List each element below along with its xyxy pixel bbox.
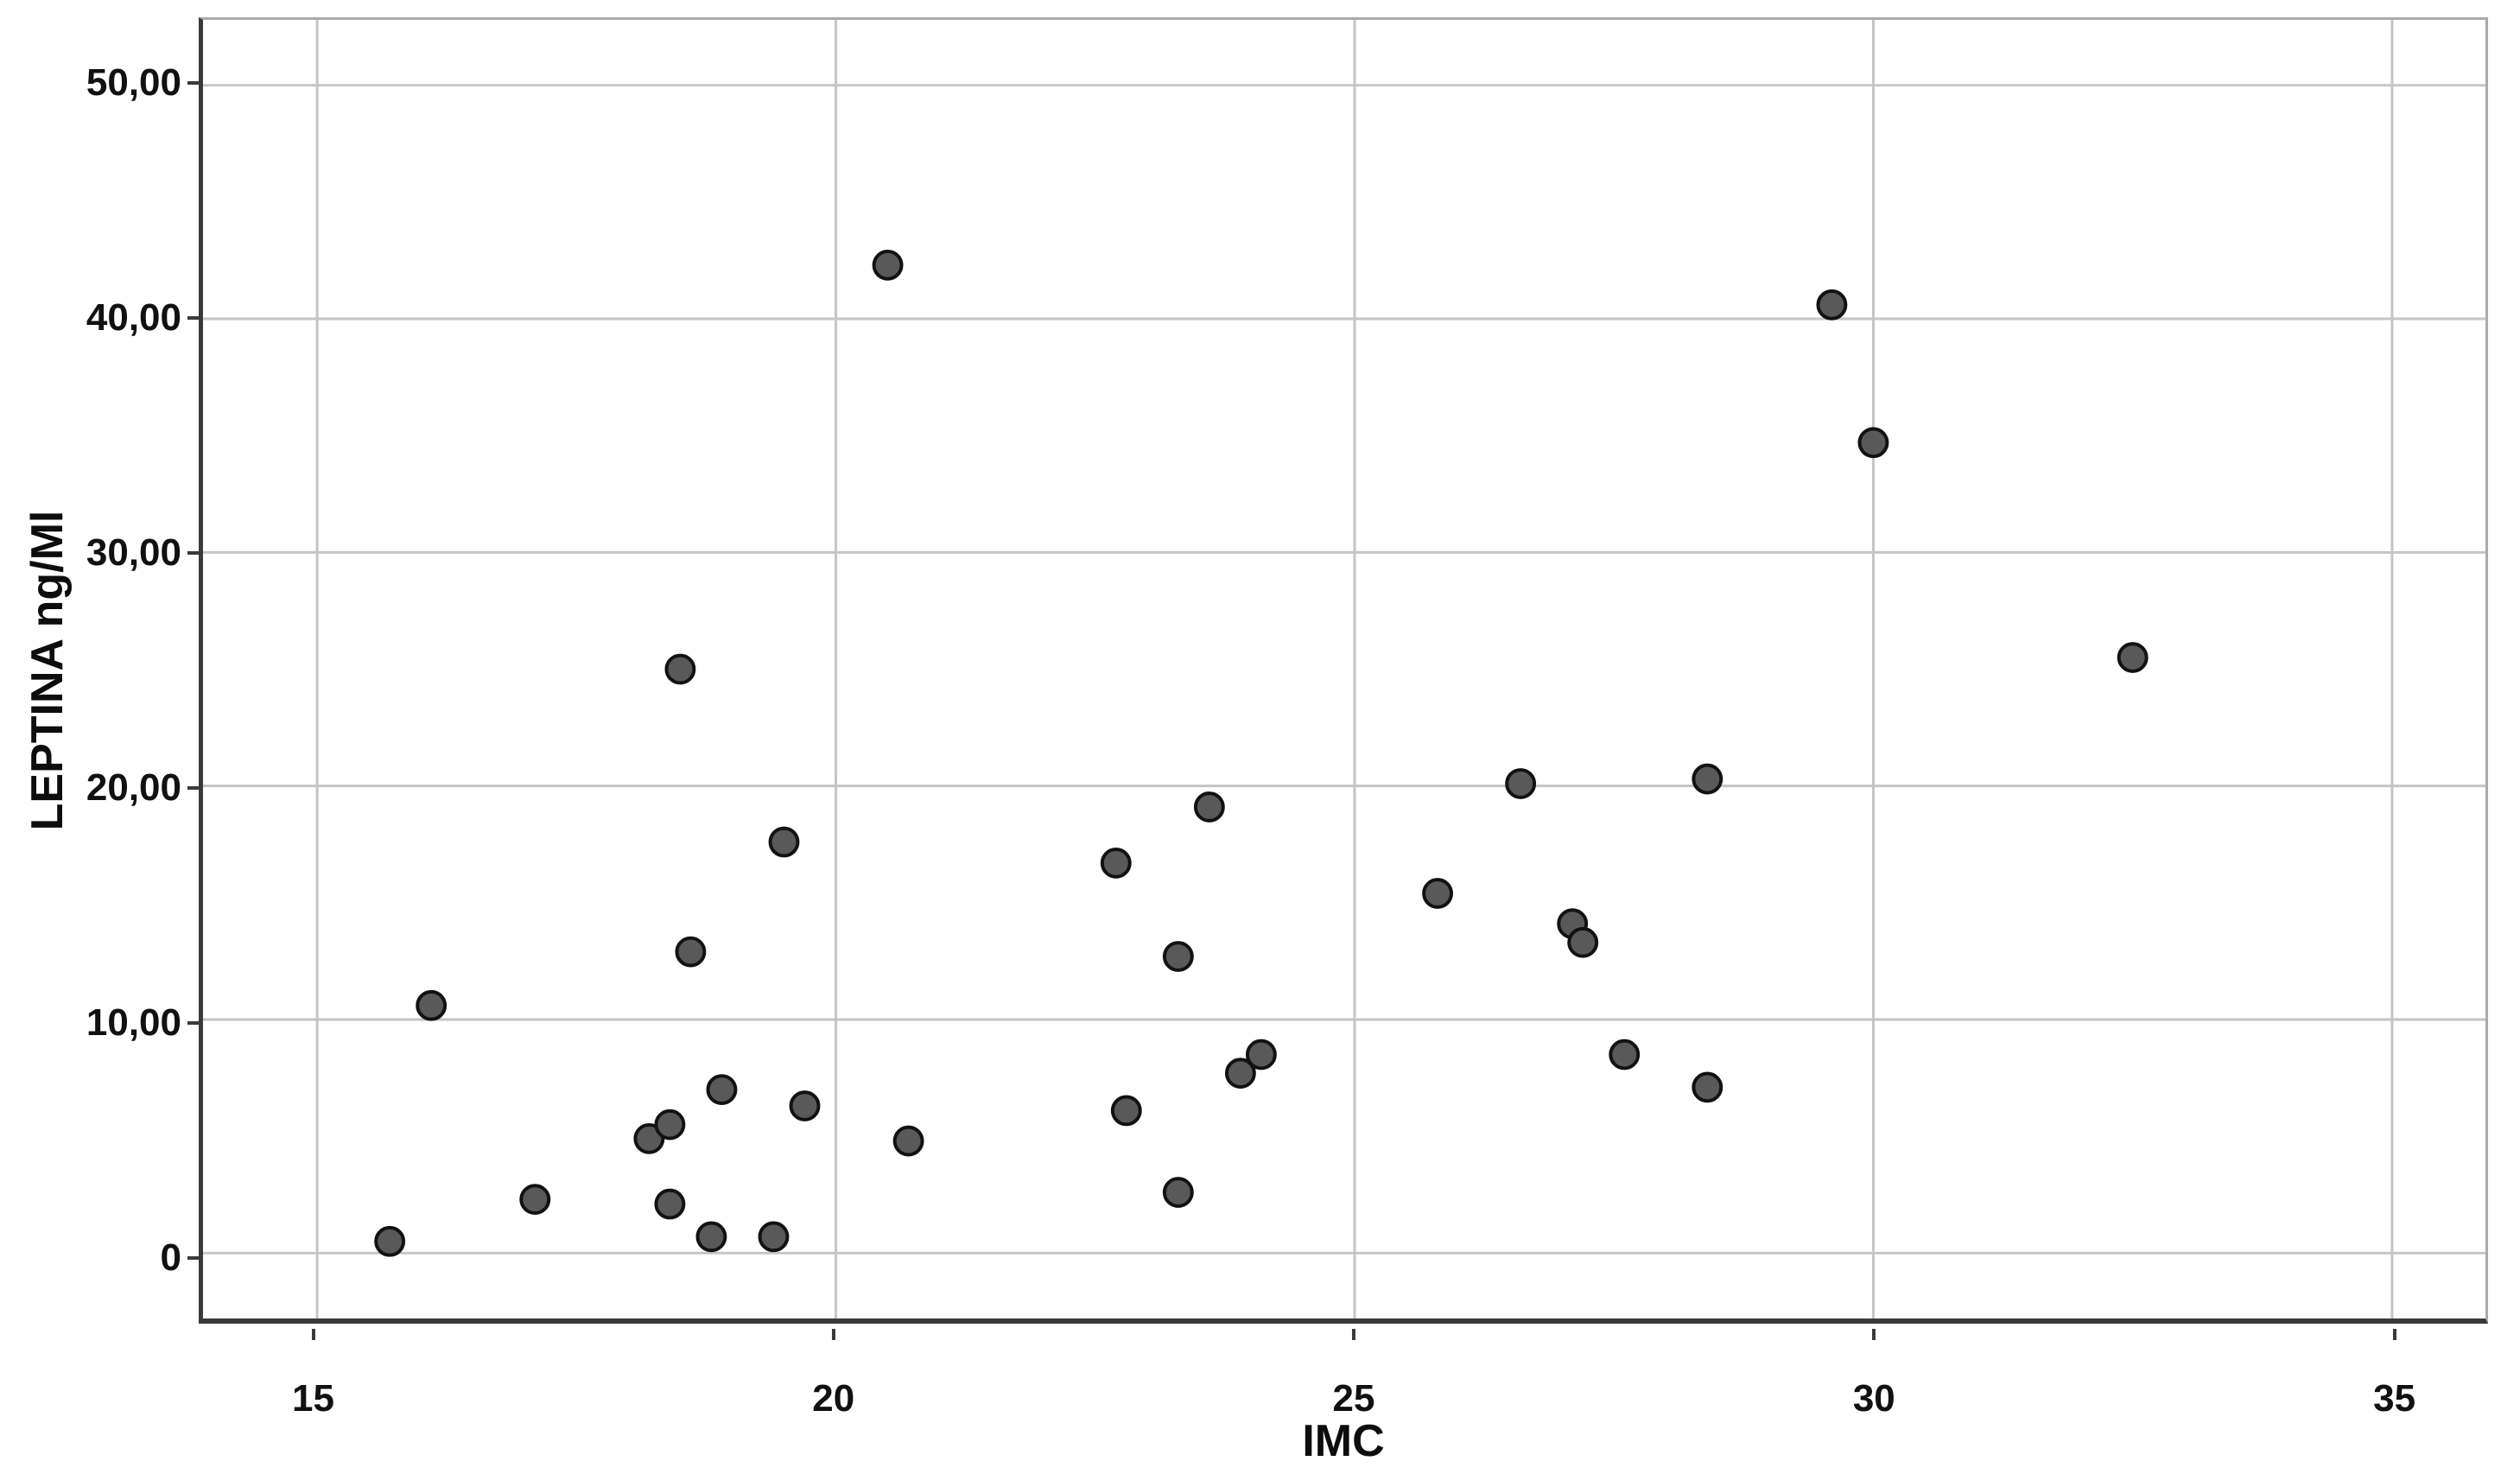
data-point (758, 1221, 790, 1253)
data-point (1245, 1039, 1277, 1071)
data-point (892, 1125, 924, 1157)
x-axis-title: IMC (1302, 1416, 1385, 1466)
data-point (654, 1188, 686, 1220)
y-axis-title: LEPTINA ng/Ml (22, 510, 73, 831)
y-tick-mark (187, 81, 199, 86)
data-point (1422, 878, 1454, 909)
x-tick-mark (311, 1329, 315, 1340)
y-tick-mark (187, 1020, 199, 1025)
data-point (1193, 791, 1225, 823)
y-tick-label: 50,00 (86, 61, 181, 105)
data-point (664, 653, 696, 685)
data-point (519, 1184, 551, 1216)
x-tick-label: 25 (1332, 1377, 1375, 1420)
x-tick-mark (2392, 1329, 2396, 1340)
x-tick-label: 15 (292, 1377, 334, 1420)
data-point (1692, 763, 1723, 795)
data-point (1505, 768, 1537, 799)
data-point (706, 1074, 738, 1105)
data-point (2117, 642, 2149, 673)
y-tick-label: 20,00 (86, 766, 181, 809)
scatter-canvas (203, 20, 2485, 1318)
data-point (768, 826, 800, 858)
y-tick-mark (187, 1255, 199, 1260)
data-point (1857, 427, 1889, 459)
data-point (1162, 1177, 1194, 1208)
data-point (1110, 1095, 1142, 1127)
y-tick-mark (187, 785, 199, 790)
data-point (1162, 941, 1194, 972)
data-point (654, 1109, 686, 1140)
data-point (695, 1221, 727, 1253)
x-tick-mark (831, 1329, 835, 1340)
data-point (633, 1122, 665, 1154)
y-tick-mark (187, 551, 199, 556)
data-point (416, 989, 448, 1021)
x-tick-label: 20 (812, 1377, 855, 1420)
data-point (789, 1090, 821, 1121)
data-point (1567, 926, 1599, 958)
x-tick-label: 30 (1852, 1377, 1895, 1420)
x-tick-label: 35 (2373, 1377, 2416, 1420)
data-point (1816, 289, 1848, 321)
y-tick-label: 0 (160, 1236, 181, 1279)
x-tick-mark (1872, 1329, 1876, 1340)
data-point (872, 249, 904, 281)
y-tick-label: 30,00 (86, 531, 181, 575)
y-tick-mark (187, 316, 199, 321)
data-point (1100, 847, 1132, 879)
y-tick-label: 40,00 (86, 296, 181, 340)
data-point (1224, 1058, 1256, 1090)
data-point (374, 1225, 406, 1257)
x-tick-mark (1352, 1329, 1356, 1340)
data-point (1692, 1071, 1723, 1103)
y-tick-label: 10,00 (86, 1001, 181, 1044)
data-point (675, 936, 707, 968)
plot-area (199, 17, 2488, 1324)
data-point (1609, 1039, 1641, 1071)
